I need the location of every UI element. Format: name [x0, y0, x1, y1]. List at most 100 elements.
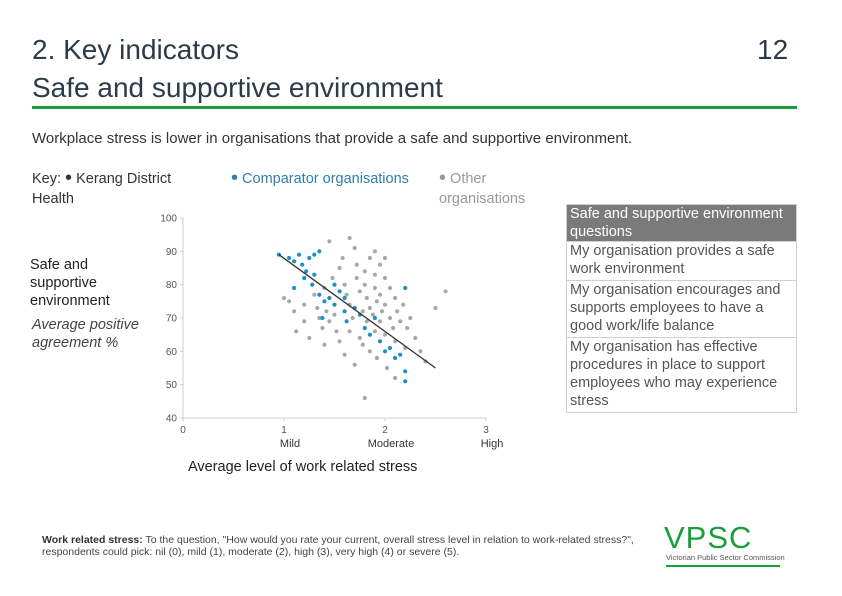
- data-point: [324, 309, 329, 314]
- data-point: [287, 255, 292, 261]
- y-tick-label: 60: [166, 347, 178, 358]
- data-point: [330, 275, 335, 281]
- y-axis-subtitle: Average positive agreement %: [32, 317, 139, 351]
- data-point: [362, 282, 367, 287]
- data-point: [342, 295, 347, 301]
- data-point: [340, 255, 345, 261]
- y-tick-label: 70: [166, 314, 178, 325]
- data-point: [374, 299, 379, 304]
- vpsc-logo-caption: Victorian Public Sector Commission: [666, 553, 785, 562]
- data-point: [372, 329, 377, 334]
- data-point: [332, 282, 337, 287]
- data-point: [352, 245, 357, 251]
- data-point: [387, 285, 393, 291]
- data-point: [312, 292, 317, 297]
- data-point: [362, 269, 367, 274]
- data-point: [347, 235, 352, 241]
- data-point: [382, 275, 388, 281]
- data-point: [367, 332, 372, 337]
- data-point: [362, 395, 367, 401]
- data-point: [302, 302, 307, 307]
- x-axis-title: Average level of work related stress: [188, 459, 418, 475]
- data-point: [391, 325, 396, 331]
- data-point: [344, 319, 349, 324]
- y-tick-label: 50: [166, 380, 178, 391]
- data-point: [403, 285, 408, 291]
- data-point: [367, 255, 372, 261]
- y-tick-label: 40: [166, 414, 178, 425]
- page-number: 12: [757, 34, 789, 65]
- data-point: [294, 329, 299, 334]
- x-category-label: High: [481, 438, 504, 450]
- legend-text: Other organisations: [439, 171, 526, 207]
- y-tick-label: 80: [166, 280, 178, 291]
- data-point: [372, 272, 377, 277]
- data-point: [352, 362, 357, 367]
- data-point: [347, 329, 352, 334]
- trend-line: [278, 254, 436, 369]
- footnote-label: Work related stress:: [42, 534, 143, 546]
- data-point: [292, 309, 297, 314]
- data-point: [342, 282, 347, 287]
- question-item: My organisation encourages and supports …: [567, 280, 796, 337]
- data-point: [337, 339, 342, 344]
- data-point: [332, 302, 337, 307]
- data-point: [360, 309, 365, 314]
- data-point: [393, 375, 398, 381]
- data-point: [342, 352, 347, 357]
- data-point: [317, 249, 322, 254]
- questions-table: Safe and supportive environment question…: [566, 204, 797, 413]
- data-point: [315, 305, 320, 311]
- data-point: [307, 335, 312, 341]
- data-point: [357, 289, 362, 294]
- x-category-label: Moderate: [368, 438, 414, 450]
- page-subtitle-heading: Safe and supportive environment: [32, 72, 443, 103]
- data-point: [300, 262, 305, 267]
- legend-item-other: • Other organisations: [439, 167, 525, 209]
- legend-text: Kerang District Health: [32, 171, 172, 207]
- data-point: [327, 295, 332, 301]
- data-point: [398, 352, 403, 357]
- data-point: [377, 339, 383, 344]
- data-point: [320, 325, 325, 331]
- data-point: [312, 252, 317, 257]
- data-point: [362, 325, 367, 331]
- x-tick-label: 0: [180, 425, 186, 436]
- data-point: [377, 319, 383, 324]
- title-divider: [32, 106, 797, 109]
- data-point: [287, 299, 292, 304]
- y-tick-label: 100: [160, 214, 177, 225]
- data-point: [401, 302, 406, 307]
- data-point: [379, 309, 385, 314]
- legend-bullet-icon: •: [65, 167, 73, 189]
- data-point: [327, 319, 332, 324]
- y-axis-title: Safe and supportive environment: [30, 257, 110, 309]
- data-point: [408, 315, 413, 321]
- data-point: [322, 299, 327, 304]
- question-item: My organisation has effective procedures…: [567, 337, 796, 412]
- data-point: [302, 319, 307, 324]
- data-point: [354, 275, 359, 281]
- data-point: [377, 262, 383, 267]
- legend-item-comparator: • Comparator organisations: [231, 167, 436, 189]
- data-point: [398, 319, 403, 324]
- data-point: [374, 355, 379, 361]
- y-tick-label: 90: [166, 247, 178, 258]
- legend-item-kerang: Key: • Kerang District Health: [32, 167, 207, 209]
- data-point: [332, 312, 337, 317]
- chart-description: Workplace stress is lower in organisatio…: [32, 130, 633, 147]
- questions-header: Safe and supportive environment question…: [567, 205, 796, 241]
- data-point: [372, 285, 377, 291]
- data-point: [403, 369, 408, 374]
- legend-bullet-icon: •: [231, 167, 239, 189]
- x-category-label: Mild: [280, 438, 300, 450]
- data-point: [304, 269, 309, 274]
- legend-key-label: Key:: [32, 171, 62, 187]
- data-point: [443, 289, 448, 294]
- page-title: 2. Key indicators: [32, 34, 239, 65]
- data-point: [312, 272, 317, 277]
- data-point: [367, 349, 372, 354]
- data-point: [337, 265, 342, 271]
- legend-bullet-icon: •: [439, 167, 447, 189]
- data-point: [377, 292, 383, 297]
